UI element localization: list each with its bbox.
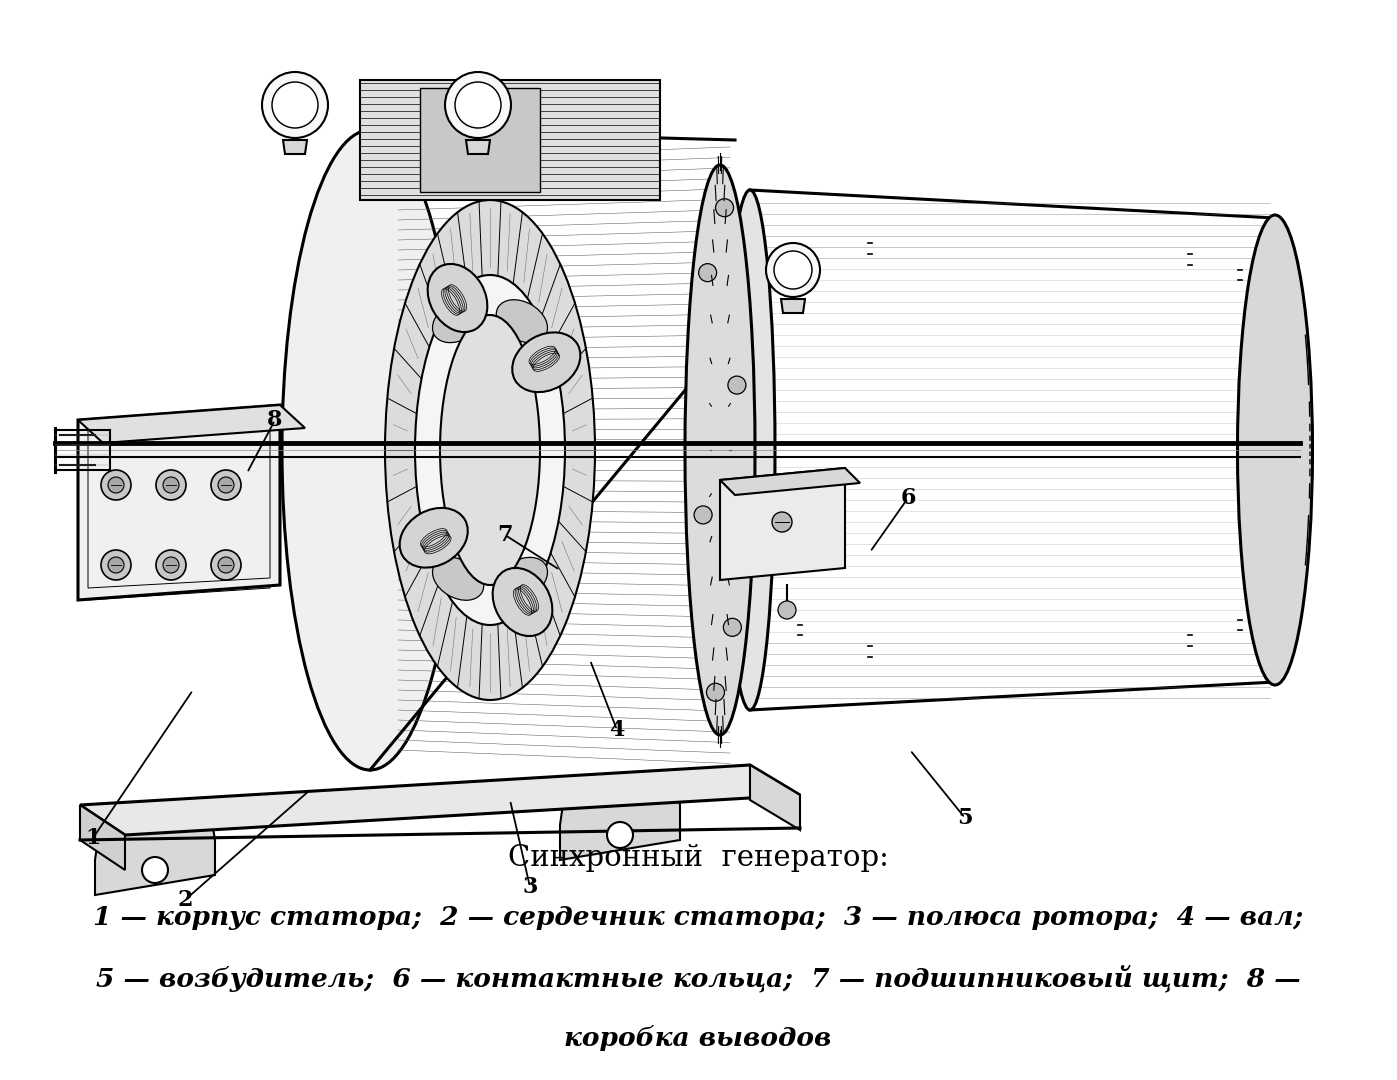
Circle shape: [694, 505, 712, 524]
Circle shape: [608, 822, 633, 848]
Circle shape: [446, 72, 511, 138]
Ellipse shape: [282, 130, 458, 770]
Circle shape: [108, 557, 124, 573]
Circle shape: [778, 600, 796, 619]
Circle shape: [715, 199, 733, 217]
Polygon shape: [284, 140, 307, 154]
Ellipse shape: [282, 130, 458, 770]
Polygon shape: [88, 575, 270, 600]
Text: 5: 5: [957, 807, 972, 829]
Ellipse shape: [386, 200, 595, 700]
Circle shape: [101, 550, 131, 580]
Circle shape: [766, 243, 820, 297]
Circle shape: [156, 550, 186, 580]
Circle shape: [211, 550, 242, 580]
Text: 5 — возбудитель;  6 — контактные кольца;  7 — подшипниковый щит;  8 —: 5 — возбудитель; 6 — контактные кольца; …: [95, 964, 1301, 991]
Text: коробка выводов: коробка выводов: [564, 1025, 831, 1051]
Circle shape: [142, 858, 168, 883]
Ellipse shape: [427, 264, 488, 332]
Circle shape: [728, 376, 746, 394]
Polygon shape: [467, 140, 490, 154]
Ellipse shape: [1238, 215, 1313, 685]
Circle shape: [455, 82, 502, 129]
Polygon shape: [719, 468, 845, 580]
Circle shape: [101, 470, 131, 500]
Circle shape: [108, 477, 124, 492]
Text: 3: 3: [522, 876, 538, 897]
Circle shape: [707, 684, 725, 701]
Text: 2: 2: [177, 889, 193, 912]
Polygon shape: [750, 765, 800, 831]
Ellipse shape: [433, 557, 483, 600]
Polygon shape: [95, 810, 215, 895]
Text: 4: 4: [609, 719, 624, 741]
Circle shape: [724, 619, 742, 636]
Circle shape: [156, 470, 186, 500]
Circle shape: [774, 251, 812, 289]
Ellipse shape: [496, 557, 548, 600]
Circle shape: [773, 512, 792, 532]
Circle shape: [272, 82, 319, 129]
Text: Синхронный  генератор:: Синхронный генератор:: [507, 843, 888, 872]
Polygon shape: [78, 405, 305, 443]
Polygon shape: [560, 775, 680, 860]
Circle shape: [263, 72, 328, 138]
Circle shape: [218, 477, 235, 492]
Ellipse shape: [496, 300, 548, 342]
Polygon shape: [80, 765, 800, 835]
Text: 8: 8: [267, 409, 282, 431]
Text: 7: 7: [497, 524, 513, 546]
Ellipse shape: [400, 508, 468, 568]
Ellipse shape: [433, 300, 483, 342]
Circle shape: [163, 477, 179, 492]
FancyBboxPatch shape: [420, 87, 541, 192]
Ellipse shape: [440, 315, 541, 585]
FancyBboxPatch shape: [360, 80, 659, 200]
Polygon shape: [719, 468, 861, 495]
Ellipse shape: [513, 333, 580, 392]
Circle shape: [163, 557, 179, 573]
Circle shape: [211, 470, 242, 500]
Text: 1 — корпус статора;  2 — сердечник статора;  3 — полюса ротора;  4 — вал;: 1 — корпус статора; 2 — сердечник статор…: [92, 905, 1303, 931]
Ellipse shape: [415, 275, 564, 625]
Ellipse shape: [725, 190, 775, 710]
Circle shape: [218, 557, 235, 573]
Ellipse shape: [685, 165, 754, 735]
Text: 1: 1: [85, 827, 101, 849]
Ellipse shape: [493, 568, 552, 636]
Polygon shape: [80, 805, 124, 870]
Text: 6: 6: [900, 487, 916, 509]
Circle shape: [698, 264, 717, 282]
Polygon shape: [78, 405, 279, 600]
Polygon shape: [781, 299, 805, 313]
